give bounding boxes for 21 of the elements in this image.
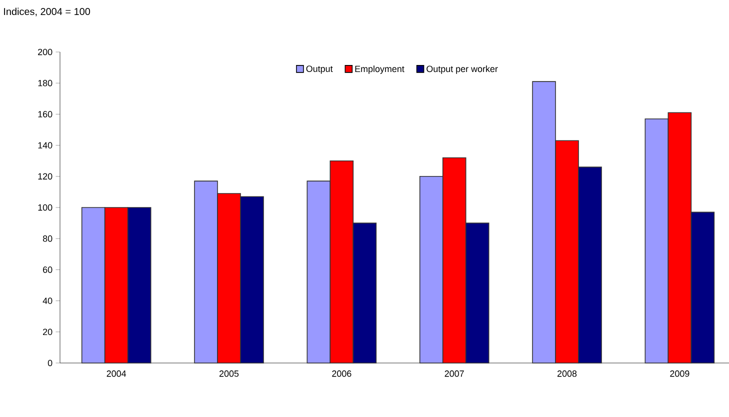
- y-tick-label: 80: [42, 235, 52, 242]
- x-tick-label: 2007: [444, 370, 464, 377]
- x-tick-label: 2009: [670, 370, 690, 377]
- y-tick-label: 200: [38, 48, 52, 56]
- y-tick-label: 120: [38, 173, 52, 180]
- y-tick-label: 20: [43, 328, 52, 336]
- y-tick-label: 100: [38, 204, 52, 211]
- y-tick-label: 180: [38, 80, 52, 86]
- y-tick-label: 140: [38, 142, 52, 148]
- legend-label: Output: [306, 66, 333, 74]
- x-tick-label: 2008: [557, 370, 577, 377]
- x-tick-label: 2005: [219, 370, 239, 377]
- legend-label: Employment: [355, 66, 404, 74]
- y-axis-title: Indices, 2004 = 100: [4, 8, 90, 16]
- y-tick-label: 160: [38, 111, 52, 118]
- y-tick-label: 60: [43, 266, 52, 273]
- y-tick-label: 0: [48, 360, 52, 366]
- legend-label: Output per worker: [426, 66, 498, 74]
- x-tick-label: 2006: [332, 370, 352, 377]
- y-tick-label: 40: [42, 298, 52, 304]
- x-tick-label: 2004: [106, 370, 126, 377]
